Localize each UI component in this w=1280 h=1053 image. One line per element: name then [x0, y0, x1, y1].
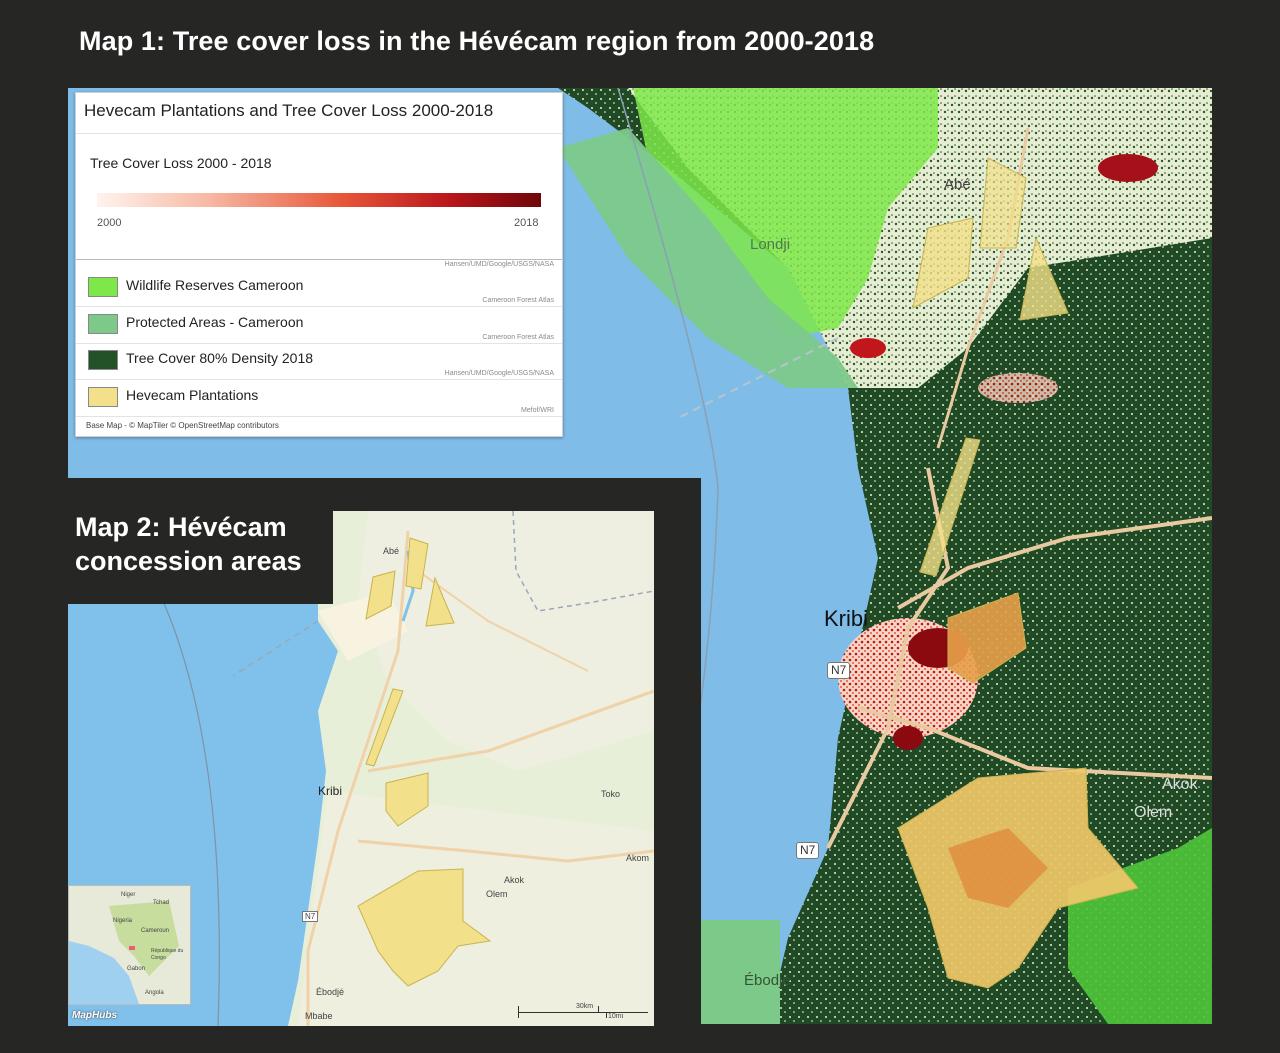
plantation-strip: [919, 437, 981, 577]
map2-inset-locator: Niger Tchad Nigeria Cameroun République …: [68, 885, 191, 1005]
map2-plantation-abe-north: [405, 537, 429, 590]
gradient-source: Hansen/UMD/Google/USGS/NASA: [444, 261, 554, 268]
map2-scale-bar: 30km 10mi: [518, 1003, 648, 1020]
swatch-protected-areas: [88, 314, 118, 334]
plantation-kribi-east: [947, 592, 1027, 684]
layer-source: Cameroon Forest Atlas: [482, 297, 554, 304]
basemap-attribution: Base Map - © MapTiler © OpenStreetMap co…: [86, 421, 279, 430]
map2-plantation-abe-east: [425, 576, 455, 627]
tree-cover-loss-gradient: [97, 193, 541, 207]
swatch-hevecam-plantations: [88, 387, 118, 407]
layer-label: Protected Areas - Cameroon: [126, 314, 304, 330]
map2-title: Map 2: Hévécam concession areas: [75, 512, 302, 576]
legend-divider: [76, 133, 562, 134]
map2-title-box: [38, 496, 333, 604]
plantation-abe-north: [979, 157, 1027, 249]
page-title: Map 1: Tree cover loss in the Hévécam re…: [79, 26, 875, 56]
map2-concession-areas[interactable]: Abé Kribi Toko Akom Akok Olem N7 Ébodjé …: [68, 511, 654, 1026]
map2-label-olem: Olem: [486, 889, 508, 899]
legend-title: Hevecam Plantations and Tree Cover Loss …: [84, 101, 494, 120]
plantation-abe-west: [912, 217, 974, 309]
map2-label-toko: Toko: [601, 789, 621, 799]
map2-label-akok: Akok: [504, 875, 525, 885]
place-label-olem: Olem: [1134, 804, 1173, 821]
layer-label: Tree Cover 80% Density 2018: [126, 350, 314, 366]
map2-label-mbabe: Mbabe: [305, 1011, 333, 1021]
swatch-wildlife-reserves: [88, 277, 118, 297]
scale-label-top: 30km: [576, 1003, 594, 1010]
plantation-abe-east: [1019, 236, 1069, 321]
layer-source: Mefof/WRI: [520, 407, 554, 414]
inset-label-tchad: Tchad: [153, 900, 170, 906]
map2-plantation-strip: [365, 688, 404, 767]
map1-tree-cover-loss[interactable]: Abé Londji Kribi N7 N7 Akok Olem Ébodjé: [68, 88, 1212, 1024]
protected-area-southwest: [700, 920, 780, 1024]
layer-source: Hansen/UMD/Google/USGS/NASA: [444, 370, 554, 377]
map2-label-ebodje: Ébodjé: [316, 987, 345, 997]
map1-canvas: [558, 88, 1212, 1024]
layer-source: Cameroon Forest Atlas: [482, 334, 554, 341]
map2-label-kribi: Kribi: [318, 784, 343, 798]
legend-divider: [76, 306, 562, 307]
legend-divider: [76, 379, 562, 380]
road-label-n7-a: N7: [827, 662, 851, 679]
inset-label-nigeria: Nigeria: [113, 918, 133, 924]
protected-area-coast: [558, 128, 858, 388]
inset-label-niger: Niger: [121, 892, 136, 898]
legend-layer-wildlife-reserves[interactable]: Wildlife Reserves Cameroon: [88, 273, 554, 303]
swatch-tree-cover: [88, 350, 118, 370]
scale-label-bottom: 10mi: [608, 1013, 624, 1020]
place-label-ebodje: Ébodjé: [744, 972, 791, 989]
maphubs-logo: MapHubs: [72, 1010, 117, 1021]
gradient-title: Tree Cover Loss 2000 - 2018: [90, 155, 272, 171]
inset-canvas: [69, 886, 190, 1004]
place-label-londji: Londji: [750, 236, 791, 253]
legend-divider: [76, 343, 562, 344]
legend-layer-hevecam-plantations[interactable]: Hevecam Plantations: [88, 383, 554, 413]
map2-label-abe: Abé: [383, 546, 400, 556]
map1-legend: Hevecam Plantations and Tree Cover Loss …: [75, 92, 563, 437]
road-label-n7-b: N7: [796, 842, 820, 859]
inset-label-angola: Angola: [145, 990, 164, 996]
legend-divider: [76, 259, 562, 260]
place-label-kribi: Kribi: [824, 606, 869, 631]
inset-label-gabon: Gabon: [127, 966, 146, 972]
legend-layer-tree-cover[interactable]: Tree Cover 80% Density 2018: [88, 346, 554, 376]
legend-layer-protected-areas[interactable]: Protected Areas - Cameroon: [88, 310, 554, 340]
map2-canvas: [68, 511, 654, 1026]
map2-plantation-south: [357, 868, 492, 987]
gradient-max-label: 2018: [514, 217, 539, 229]
inset-label-rep-congo: République du Congo: [151, 948, 184, 961]
place-label-akok: Akok: [1162, 776, 1198, 793]
map2-plantation-abe-west: [365, 570, 396, 620]
inset-label-cameroun: Cameroun: [141, 928, 170, 934]
legend-divider: [76, 416, 562, 417]
layer-label: Wildlife Reserves Cameroon: [126, 277, 304, 293]
map2-label-akom: Akom: [626, 853, 650, 863]
place-label-abe: Abé: [944, 176, 971, 193]
wildlife-reserve-north: [633, 88, 938, 338]
gradient-min-label: 2000: [97, 217, 122, 229]
map2-label-n7: N7: [302, 911, 319, 922]
map2-plantation-kribi-east: [385, 772, 429, 827]
layer-label: Hevecam Plantations: [126, 387, 259, 403]
